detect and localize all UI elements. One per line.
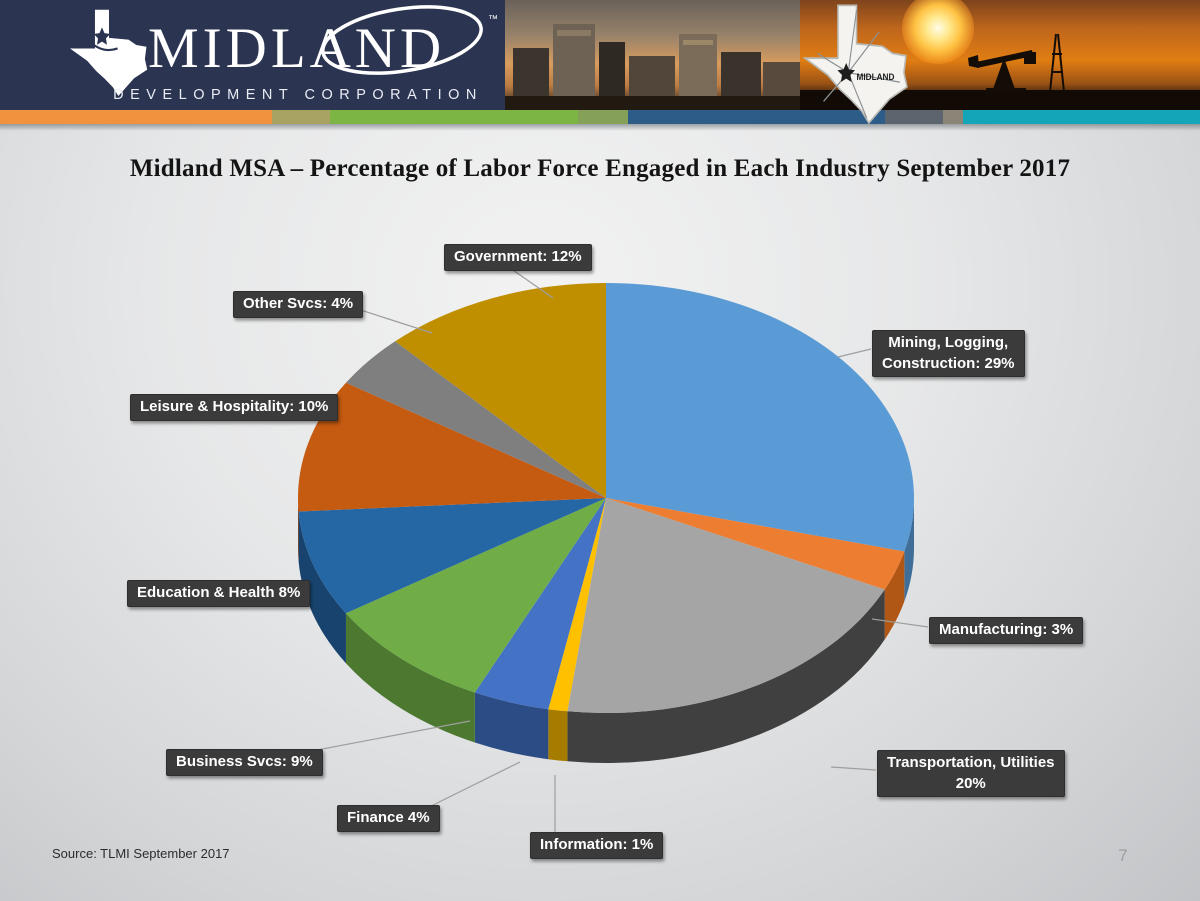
city-skyline-photo xyxy=(505,0,800,110)
pie-slice-Other Svcs xyxy=(345,341,606,498)
callout-other-svcs: Other Svcs: 4% xyxy=(233,291,364,318)
page-number: 7 xyxy=(1118,846,1128,865)
leader-line xyxy=(295,720,471,755)
pie-slice-side-Transportation, Utilities xyxy=(567,589,885,763)
pie-slice-side-Leisure & Hospitality xyxy=(298,498,299,562)
callout-information: Information: 1% xyxy=(530,832,664,859)
texas-map-graphic: MIDLAND xyxy=(802,1,910,127)
pie-slice-Education & Health xyxy=(298,498,606,614)
pie-slice-Government xyxy=(395,283,606,498)
pie-slice-Information xyxy=(548,498,606,712)
leader-line xyxy=(837,348,872,358)
pie-3d-sides xyxy=(298,498,914,763)
callout-mining: Mining, Logging, Construction: 29% xyxy=(872,330,1025,378)
pie-slice-Leisure & Hospitality xyxy=(298,382,606,512)
header-banner: MIDLAND ™ DEVELOPMENT CORPORATION xyxy=(0,0,1200,131)
pie-slices xyxy=(298,283,914,713)
pie-slice-side-Manufacturing xyxy=(884,551,905,640)
callout-transportation: Transportation, Utilities 20% xyxy=(877,750,1065,798)
brand-color-stripe xyxy=(0,110,1200,124)
pie-slice-Transportation, Utilities xyxy=(567,498,885,713)
map-roads xyxy=(817,10,900,119)
pie-slice-Manufacturing xyxy=(606,498,905,590)
callout-finance: Finance 4% xyxy=(337,805,440,832)
pie-slice-side-Business Svcs xyxy=(345,613,475,743)
page-title: Midland MSA – Percentage of Labor Force … xyxy=(129,155,1071,182)
logo-panel: MIDLAND ™ DEVELOPMENT CORPORATION xyxy=(0,0,505,110)
texas-logo-icon xyxy=(70,9,148,96)
star-icon xyxy=(93,27,111,45)
pie-slice-Business Svcs xyxy=(345,498,606,693)
source-note: Source: TLMI September 2017 xyxy=(52,846,230,861)
stripe-segment xyxy=(330,110,578,124)
pie-slice-Mining, Logging, Construction xyxy=(606,283,914,552)
leader-line xyxy=(509,267,554,299)
oilfield-silhouette xyxy=(800,33,1200,110)
pie-slice-side-Finance xyxy=(474,692,549,760)
map-city-label: MIDLAND xyxy=(857,71,895,82)
callout-government: Government: 12% xyxy=(444,244,592,271)
map-star-icon xyxy=(837,63,855,82)
callout-leisure: Leisure & Hospitality: 10% xyxy=(130,394,339,421)
trademark-symbol: ™ xyxy=(488,14,498,25)
stripe-segment xyxy=(0,110,272,124)
sun-icon xyxy=(902,0,974,64)
derrick-icon xyxy=(1049,33,1065,93)
logo-ellipse-swoosh xyxy=(321,5,483,75)
stripe-segment xyxy=(578,110,628,124)
callout-education: Education & Health 8% xyxy=(127,580,311,607)
leader-line xyxy=(830,766,877,771)
stripe-segment xyxy=(272,110,330,124)
pie-slice-side-Mining, Logging, Construction xyxy=(904,498,914,602)
pie-slice-side-Information xyxy=(548,709,568,762)
leader-line xyxy=(871,618,929,628)
pie-slice-side-Education & Health xyxy=(298,511,346,664)
stripe-segment xyxy=(963,110,1200,124)
stripe-segment xyxy=(943,110,963,124)
header-shadow xyxy=(0,124,1200,131)
mdc-logo: MIDLAND ™ DEVELOPMENT CORPORATION xyxy=(70,5,498,103)
brand-wordmark: MIDLAND xyxy=(148,17,445,80)
callout-business-svcs: Business Svcs: 9% xyxy=(166,749,323,776)
stripe-segment xyxy=(885,110,943,124)
stripe-segment xyxy=(628,110,885,124)
city-skyline-graphic xyxy=(505,24,800,110)
callout-manufacturing: Manufacturing: 3% xyxy=(929,617,1084,644)
brand-subtitle: DEVELOPMENT CORPORATION xyxy=(113,87,483,103)
pie-slice-Finance xyxy=(474,498,606,710)
pumpjack-icon xyxy=(968,50,1036,93)
leader-line xyxy=(420,761,521,812)
